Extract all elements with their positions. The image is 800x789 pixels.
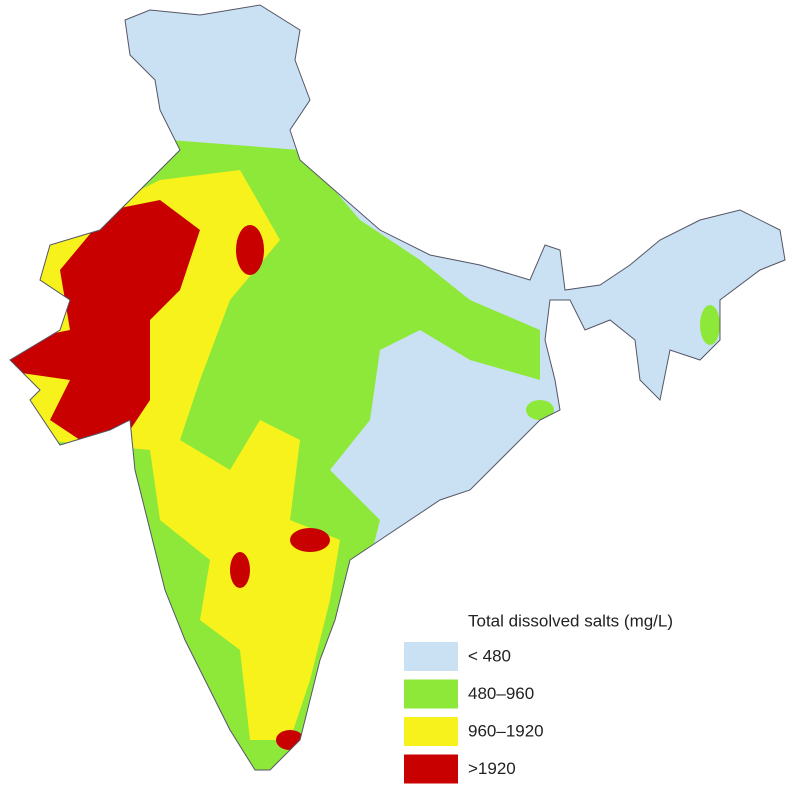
very-high-salinity-area [10, 200, 200, 440]
legend-swatch [404, 642, 458, 671]
legend-label: 960–1920 [468, 721, 544, 740]
legend-label: >1920 [468, 759, 516, 778]
very-high-salinity-area [230, 552, 250, 588]
legend-swatch [404, 754, 458, 784]
very-high-salinity-area [236, 225, 264, 275]
legend-title: Total dissolved salts (mg/L) [468, 611, 673, 630]
legend: < 480 480–960 960–1920 >1920 [404, 642, 544, 784]
medium-salinity-area [700, 305, 720, 345]
country-outline [9, 4, 786, 771]
legend-swatch [404, 679, 458, 709]
very-high-salinity-area [290, 528, 330, 552]
legend-swatch [404, 717, 458, 746]
legend-label: < 480 [468, 646, 511, 665]
legend-label: 480–960 [468, 684, 534, 703]
medium-salinity-area [526, 400, 554, 420]
